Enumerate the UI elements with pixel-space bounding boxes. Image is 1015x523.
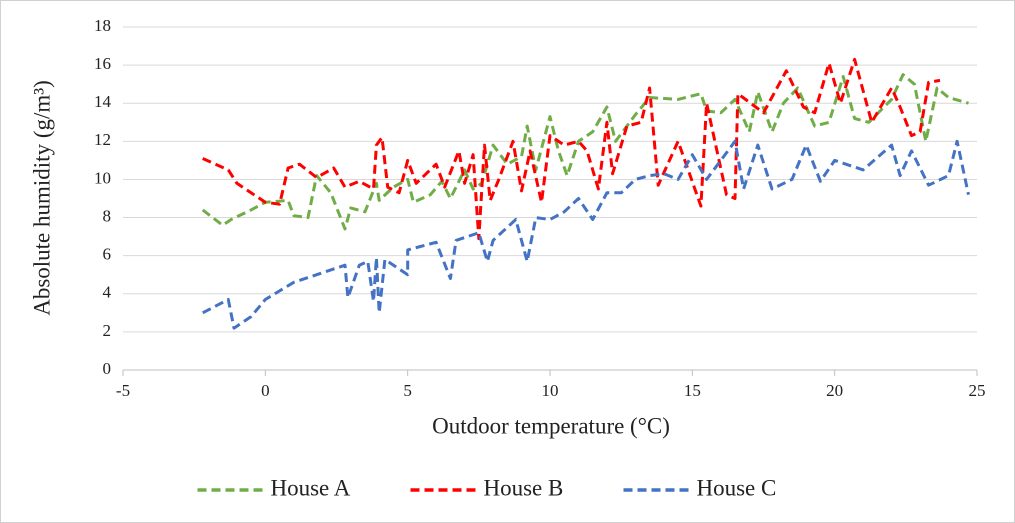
y-tick-label: 18 [94, 16, 111, 35]
y-tick-label: 4 [103, 283, 112, 302]
x-tick-label: 20 [826, 381, 843, 400]
x-axis-title: Outdoor temperature (°C) [432, 413, 670, 438]
x-tick-label: 5 [403, 381, 412, 400]
y-tick-label: 6 [103, 245, 112, 264]
x-tick-label: 25 [969, 381, 986, 400]
data-line [202, 139, 970, 330]
x-tick-label: 15 [684, 381, 701, 400]
data-line [202, 57, 941, 240]
y-tick-label: 14 [94, 92, 112, 111]
y-tick-label: 8 [103, 206, 112, 225]
y-tick-label: 16 [94, 54, 111, 73]
legend-label: House A [271, 475, 351, 500]
y-axis-title: Absolute humidity (g/m³) [29, 80, 54, 316]
x-tick-label: 0 [261, 381, 270, 400]
x-tick-label: -5 [116, 381, 130, 400]
legend-label: House B [484, 475, 564, 500]
x-tick-label: 10 [542, 381, 559, 400]
y-tick-label: 10 [94, 168, 111, 187]
y-tick-label: 0 [103, 359, 112, 378]
y-tick-label: 12 [94, 130, 111, 149]
data-line [201, 73, 969, 231]
legend-label: House C [697, 475, 777, 500]
y-tick-label: 2 [103, 321, 112, 340]
